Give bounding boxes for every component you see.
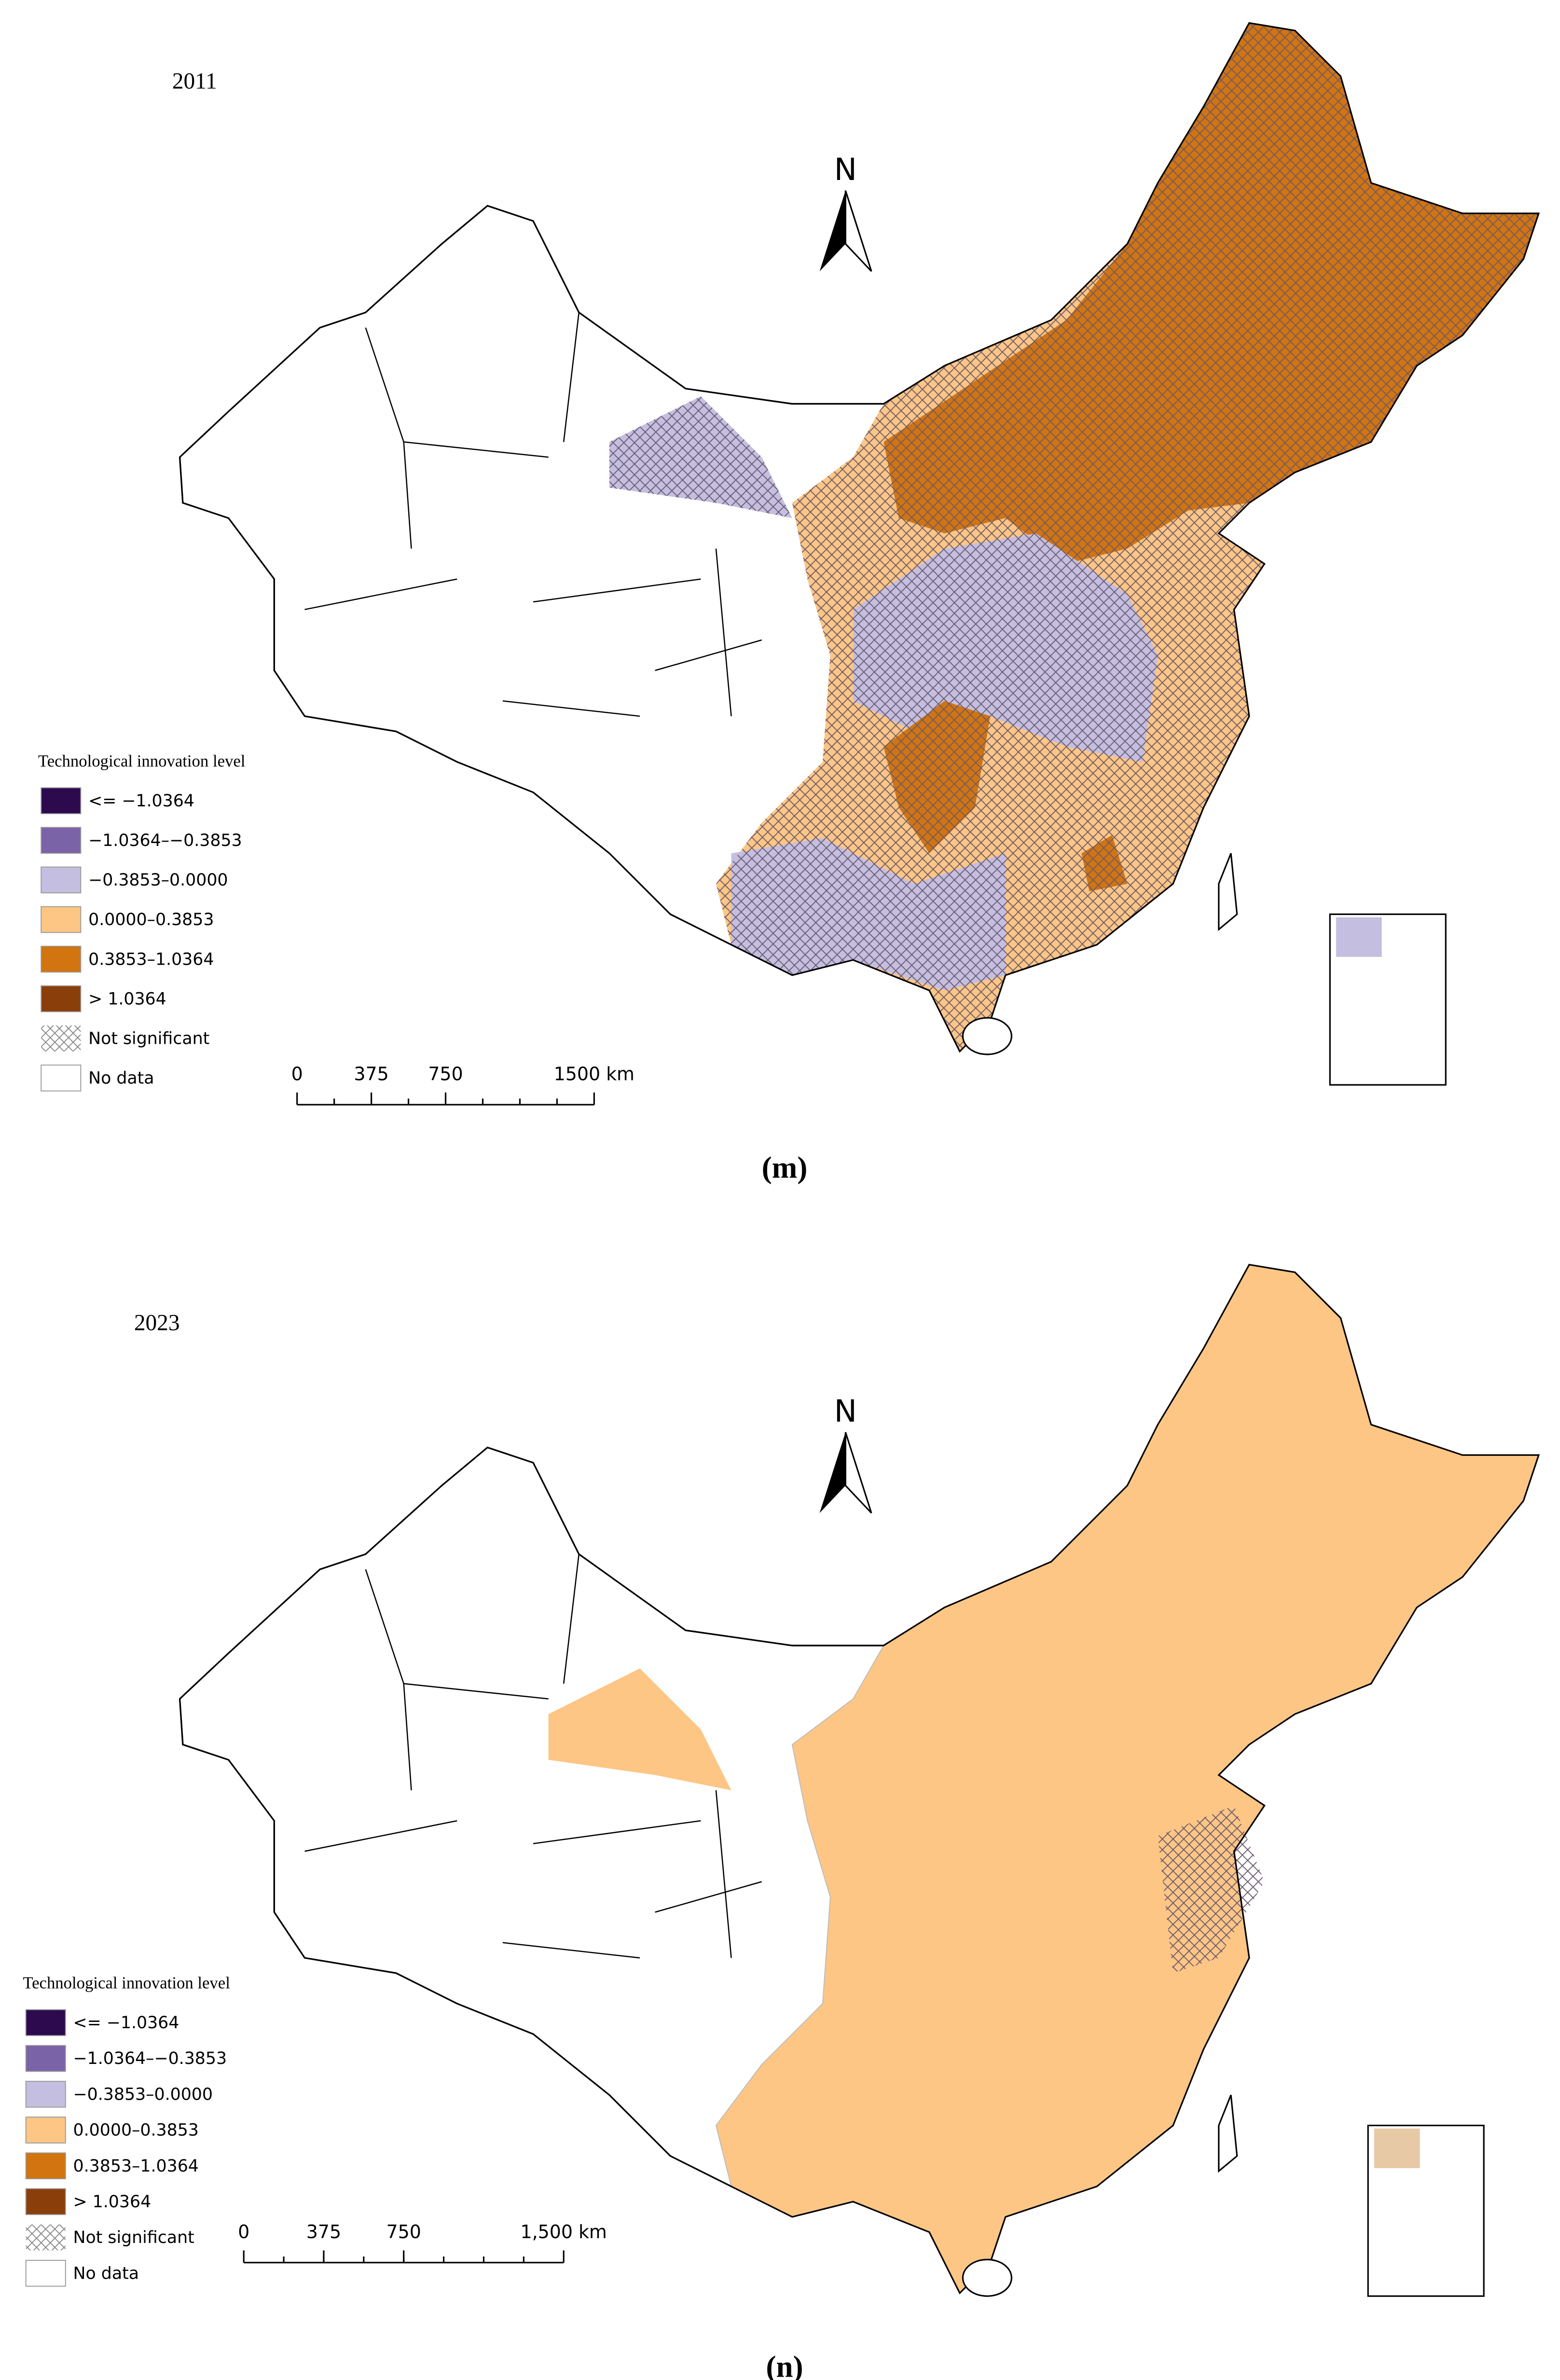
legend-swatch	[25, 2009, 66, 2036]
legend-label: > 1.0364	[73, 2192, 152, 2212]
country-outline	[179, 1263, 1540, 2295]
legend-swatch	[41, 1065, 82, 1092]
scale-label: 1,500 km	[521, 2221, 607, 2242]
legend-label: −1.0364–−0.3853	[73, 2049, 227, 2068]
island	[1218, 2094, 1238, 2173]
legend-label: 0.0000–0.3853	[88, 910, 214, 929]
legend-swatch	[25, 2117, 66, 2144]
legend-label: 0.3853–1.0364	[88, 950, 214, 969]
province-border	[304, 578, 457, 610]
hatch-overlay	[716, 23, 1539, 1052]
province-border	[365, 1569, 549, 1700]
province-border	[655, 1881, 762, 1913]
legend-label: Not significant	[88, 1029, 209, 1048]
legend-swatch	[41, 1025, 81, 1052]
legend-label: 0.0000–0.3853	[73, 2121, 199, 2140]
legend-swatch	[41, 866, 82, 894]
north-arrow	[819, 190, 846, 272]
province-border	[502, 1942, 640, 1959]
legend-swatch	[41, 945, 82, 973]
province-border	[655, 639, 762, 671]
map-panel: 2011 N Technological innovation level <= −1…	[38, 22, 1540, 1185]
legend-label: −0.3853–0.0000	[73, 2085, 213, 2104]
year-label: 2023	[134, 1310, 180, 1335]
country-outline	[179, 22, 1540, 1053]
province-border	[533, 578, 701, 603]
province-border	[365, 327, 549, 458]
legend-label: <= −1.0364	[73, 2013, 179, 2033]
north-arrow	[844, 1432, 872, 1514]
legend-label: 0.3853–1.0364	[73, 2157, 199, 2176]
legend-swatch	[25, 2081, 66, 2108]
scale-label: 375	[354, 1064, 388, 1085]
legend-swatch	[41, 787, 82, 815]
scale-label: 0	[291, 1064, 303, 1085]
province-border	[563, 312, 580, 442]
scale-label: 750	[428, 1064, 463, 1085]
hatch-overlay	[1158, 1805, 1265, 1973]
island	[1218, 853, 1238, 931]
island	[962, 2258, 1012, 2297]
scale-label: 750	[387, 2221, 421, 2242]
legend-swatch	[25, 2260, 66, 2287]
legend-label: No data	[88, 1069, 154, 1088]
north-arrow	[844, 190, 872, 272]
province-border	[563, 1554, 580, 1684]
province-border	[715, 1790, 732, 1958]
hatch-overlay	[609, 396, 792, 518]
panel-caption: (m)	[762, 1151, 808, 1185]
legend-title: Technological innovation level	[23, 1973, 230, 1992]
province-border	[403, 442, 412, 549]
scale-label: 0	[238, 2221, 249, 2242]
legend-swatch	[25, 2152, 66, 2179]
legend-swatch	[41, 906, 82, 933]
legend-swatch	[25, 2045, 66, 2072]
province-border	[533, 1820, 701, 1844]
year-label: 2011	[172, 69, 217, 94]
province-border	[403, 1683, 412, 1791]
legend-title: Technological innovation level	[38, 751, 246, 770]
legend-label: Not significant	[73, 2228, 194, 2247]
scale-label: 375	[306, 2221, 341, 2242]
north-arrow	[819, 1432, 846, 1513]
island	[962, 1017, 1012, 1055]
north-label: N	[834, 1393, 857, 1429]
legend-label: <= −1.0364	[88, 791, 194, 811]
province-border	[502, 700, 640, 717]
legend-swatch	[41, 827, 82, 854]
legend-label: −0.3853–0.0000	[88, 871, 228, 890]
north-label: N	[834, 152, 857, 187]
scale-label: 1500 km	[554, 1064, 635, 1085]
legend-label: > 1.0364	[88, 989, 166, 1009]
legend-swatch	[25, 2188, 66, 2215]
legend-swatch	[26, 2224, 66, 2251]
inset-region	[1336, 917, 1382, 957]
map-panel: 2023 N Technological innovation level <= −1…	[23, 1263, 1540, 2380]
legend-label: No data	[73, 2264, 139, 2283]
legend-swatch	[41, 985, 82, 1012]
panel-caption: (n)	[766, 2350, 803, 2380]
province-border	[304, 1820, 457, 1852]
region	[548, 1668, 732, 1790]
province-border	[715, 548, 732, 717]
legend-label: −1.0364–−0.3853	[88, 831, 242, 850]
inset-region	[1374, 2128, 1420, 2168]
